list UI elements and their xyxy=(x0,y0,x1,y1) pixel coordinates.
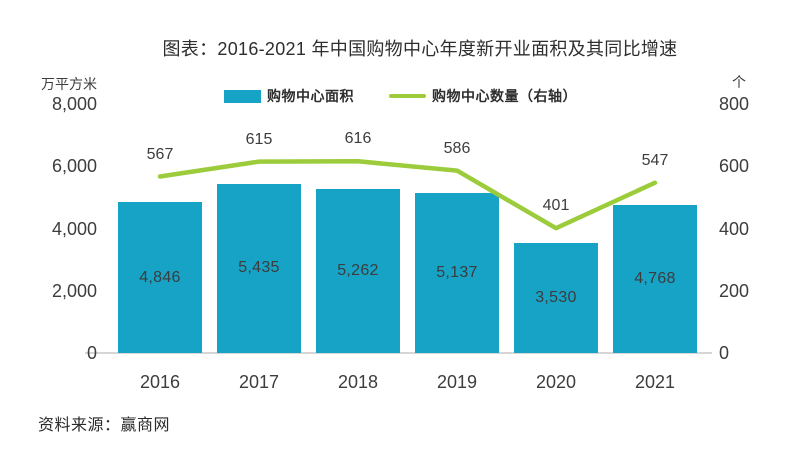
left-axis-unit: 万平方米 xyxy=(41,76,97,92)
x-axis-label-2021: 2021 xyxy=(634,372,676,392)
right-axis-unit: 个 xyxy=(732,74,746,90)
line-value-label-2016: 567 xyxy=(146,145,174,163)
bar-value-label: 5,262 xyxy=(337,262,379,280)
bar-2017: 5,435 xyxy=(217,183,301,353)
x-axis-label-2019: 2019 xyxy=(436,372,478,392)
bar-value-label: 4,768 xyxy=(634,269,676,287)
line-value-label-2019: 586 xyxy=(443,139,471,157)
legend-line-swatch-icon xyxy=(389,94,426,98)
left-axis-tick-6000: 6,000 xyxy=(51,156,97,177)
bar-value-label: 5,137 xyxy=(436,264,478,282)
right-axis-tick-0: 0 xyxy=(719,343,730,363)
left-axis-tick-2000: 2,000 xyxy=(51,280,97,301)
right-axis-tick-600: 600 xyxy=(719,156,750,177)
left-axis-tick-8000: 8,000 xyxy=(51,94,97,114)
legend-line-label: 购物中心数量（右轴） xyxy=(432,88,577,104)
source-note: 资料来源：赢商网 xyxy=(38,417,171,434)
bar-value-label: 4,846 xyxy=(139,268,181,286)
x-axis-label-2017: 2017 xyxy=(238,372,280,392)
x-axis-label-2018: 2018 xyxy=(337,372,379,392)
chart-legend: 购物中心面积 购物中心数量（右轴） xyxy=(224,88,577,104)
line-value-label-2018: 616 xyxy=(344,130,372,148)
x-axis-label-2020: 2020 xyxy=(535,372,577,392)
line-value-label-2021: 547 xyxy=(641,151,669,169)
bar-value-label: 5,435 xyxy=(238,259,280,277)
bar-2019: 5,137 xyxy=(415,193,499,353)
line-value-label-2020: 401 xyxy=(542,197,570,215)
legend-bar-swatch-icon xyxy=(224,89,261,103)
bar-2018: 5,262 xyxy=(316,189,400,353)
legend-bar-label: 购物中心面积 xyxy=(267,88,354,104)
bar-2016: 4,846 xyxy=(118,202,202,353)
line-value-label-2017: 615 xyxy=(245,130,273,148)
left-axis-tick-0: 0 xyxy=(86,343,97,363)
left-axis-tick-4000: 4,000 xyxy=(51,218,97,239)
right-axis-tick-800: 800 xyxy=(719,94,750,114)
bar-value-label: 3,530 xyxy=(535,289,577,307)
bar-2021: 4,768 xyxy=(613,204,697,353)
bar-2020: 3,530 xyxy=(514,243,598,353)
chart-title: 图表：2016-2021 年中国购物中心年度新开业面积及其同比增速 xyxy=(162,39,678,59)
right-axis-tick-400: 400 xyxy=(719,218,750,239)
x-axis-label-2016: 2016 xyxy=(139,372,181,392)
right-axis-tick-200: 200 xyxy=(719,280,750,301)
x-axis-line xyxy=(85,352,712,354)
